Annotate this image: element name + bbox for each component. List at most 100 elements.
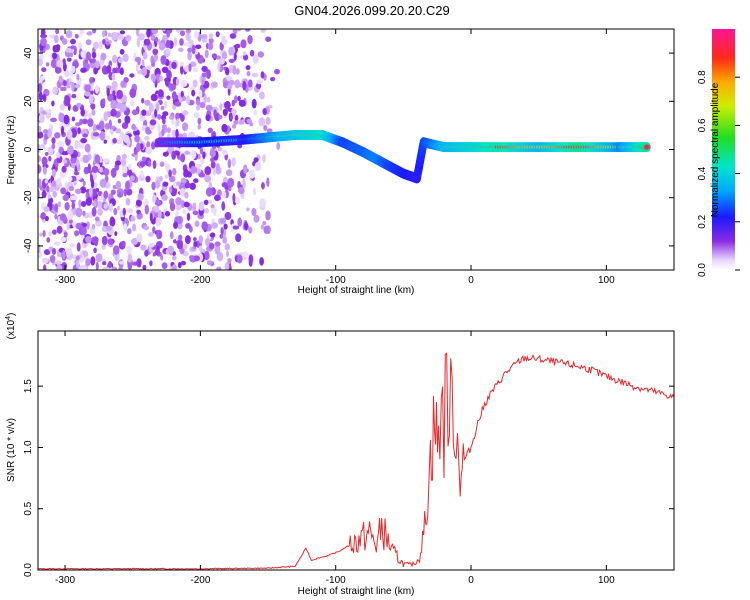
noise-blob [157, 114, 162, 120]
noise-blob [110, 189, 116, 195]
noise-blob [166, 29, 171, 38]
noise-blob [57, 201, 62, 208]
noise-blob [56, 152, 61, 159]
noise-blob [152, 252, 156, 257]
noise-blob [101, 235, 108, 246]
noise-blob [152, 226, 156, 234]
noise-blob [74, 230, 80, 237]
noise-blob [80, 137, 88, 144]
noise-blob [71, 156, 78, 164]
noise-blob [126, 188, 133, 196]
noise-blob [213, 109, 217, 119]
noise-blob [91, 109, 96, 116]
noise-blob [148, 242, 155, 248]
noise-blob [84, 143, 91, 153]
noise-blob [144, 135, 150, 141]
noise-blob [71, 81, 75, 92]
noise-blob [80, 49, 87, 59]
noise-blob [92, 223, 96, 230]
noise-blob [98, 40, 103, 50]
noise-blob [129, 73, 135, 78]
noise-blob [187, 51, 192, 61]
noise-blob [243, 164, 248, 174]
noise-blob [116, 154, 121, 163]
noise-blob [262, 154, 266, 163]
noise-blob [60, 187, 67, 195]
noise-blob [169, 115, 175, 120]
noise-blob [112, 54, 118, 64]
noise-blob [76, 175, 82, 180]
noise-blob [75, 207, 83, 218]
noise-blob [42, 94, 47, 101]
noise-blob [91, 51, 97, 59]
noise-blob [124, 180, 130, 190]
noise-blob [189, 61, 197, 68]
noise-blob [80, 108, 85, 117]
noise-blob [206, 96, 211, 103]
noise-blob [129, 175, 135, 182]
noise-blob [119, 30, 126, 35]
noise-blob [120, 80, 125, 88]
noise-blob [182, 209, 187, 215]
noise-blob [49, 186, 55, 192]
noise-blob [50, 117, 57, 123]
noise-blob [205, 114, 211, 122]
x-tick-label: 0 [468, 575, 474, 586]
noise-blob [207, 42, 214, 51]
noise-blob [43, 129, 49, 134]
noise-blob [100, 52, 107, 61]
noise-blob [38, 91, 43, 101]
noise-blob [102, 30, 106, 38]
noise-blob [188, 131, 195, 139]
noise-blob [198, 172, 206, 178]
noise-blob [162, 111, 169, 117]
noise-blob [124, 115, 131, 124]
noise-blob [231, 124, 237, 129]
noise-blob [93, 41, 99, 50]
noise-blob [192, 67, 198, 73]
noise-blob [118, 266, 123, 270]
y-tick-label: -40 [23, 238, 34, 253]
noise-blob [81, 118, 88, 125]
noise-blob [193, 241, 198, 247]
noise-blob [193, 112, 200, 119]
noise-blob [185, 223, 192, 229]
noise-blob [55, 29, 60, 35]
noise-blob [201, 221, 208, 231]
noise-blob [108, 32, 112, 38]
noise-blob [66, 129, 73, 140]
noise-blob [221, 182, 228, 188]
noise-blob [203, 199, 209, 205]
noise-blob [231, 99, 235, 107]
noise-blob [56, 59, 64, 68]
noise-blob [234, 43, 241, 49]
y-tick-label: -20 [23, 190, 34, 205]
colorbar: 0.0 0.2 0.4 0.6 0.8 Normalized spectral ampl… [697, 29, 740, 277]
noise-blob [208, 242, 215, 250]
noise-blob [233, 52, 237, 61]
noise-blob [175, 197, 183, 206]
noise-blob [219, 218, 226, 224]
noise-blob [171, 150, 177, 160]
noise-blob [152, 48, 159, 55]
noise-blob [212, 166, 216, 176]
noise-blob [126, 245, 132, 255]
noise-blob [63, 114, 70, 125]
noise-blob [89, 187, 93, 197]
noise-blob [210, 206, 217, 214]
noise-blob [168, 169, 173, 178]
noise-blob [182, 243, 188, 250]
noise-blob [161, 194, 168, 201]
noise-blob [227, 258, 232, 263]
noise-blob [73, 180, 77, 186]
noise-blob [204, 49, 209, 59]
noise-blob [57, 140, 65, 149]
noise-blob [214, 244, 221, 255]
noise-blob [73, 171, 80, 176]
noise-blob [234, 95, 238, 104]
noise-blob [112, 137, 117, 144]
noise-blob [111, 73, 116, 81]
noise-blob [232, 225, 240, 230]
noise-blob [107, 260, 112, 269]
noise-blob [117, 118, 122, 124]
